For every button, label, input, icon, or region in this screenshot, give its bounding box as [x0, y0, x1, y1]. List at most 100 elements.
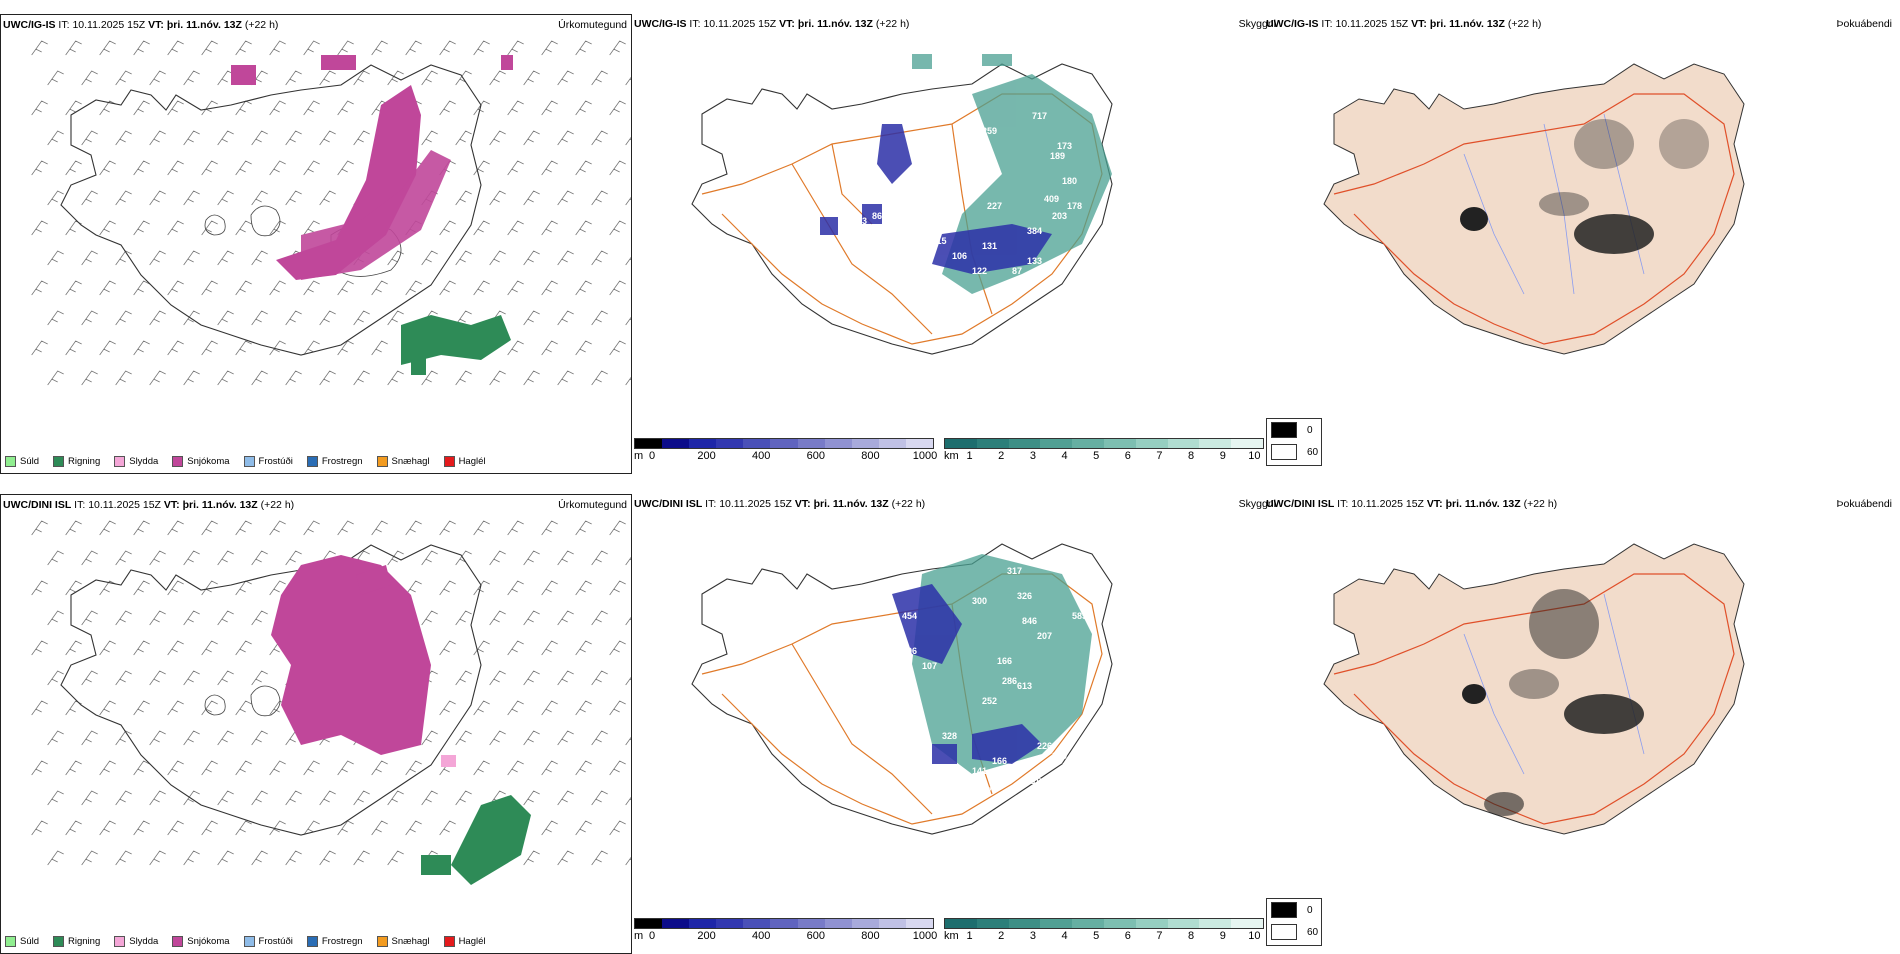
scale-color-step	[1135, 919, 1168, 928]
scale-tick-label: 8	[1188, 930, 1195, 942]
legend-label: Súld	[20, 936, 40, 947]
panel-header: UWC/DINI ISL IT: 10.11.2025 15Z VT: þri.…	[3, 499, 294, 511]
lead-time: (+22 h)	[1523, 498, 1558, 510]
scale-tick-label: 7	[1156, 450, 1163, 462]
vt-label: VT:	[794, 498, 811, 510]
scale-tick-label: 600	[806, 450, 825, 462]
scale-color-step	[770, 439, 798, 448]
scale-unit: m	[634, 450, 644, 462]
scale-color-step	[945, 439, 977, 448]
scale-color-step	[797, 919, 825, 928]
cloud-base-label: 141	[972, 766, 987, 776]
scale-color-step	[1040, 439, 1073, 448]
cloud-map: 259 717 173 180 189 409 178 384 227 133 131 12 17 86 1…	[691, 54, 1113, 355]
fog-key-row: 60	[1267, 921, 1321, 943]
cloud-base-label: 613	[1017, 681, 1032, 691]
cloud-base-label: 107	[922, 661, 937, 671]
fog-key-label: 0	[1307, 424, 1313, 436]
legend-item: Rigning	[53, 456, 100, 467]
scale-color-step	[878, 439, 906, 448]
low-cloud-base	[892, 584, 1042, 764]
scale-color-step	[824, 919, 852, 928]
legend-swatch	[443, 936, 455, 947]
fog-index-key: 0 60	[1266, 418, 1322, 466]
cloud-base-label: 17	[832, 206, 842, 216]
cloud-base-label: 115	[932, 236, 947, 246]
scale-color-step	[689, 439, 717, 448]
cloud-base-label: 259	[982, 126, 997, 136]
cloud-base-label: 307	[977, 786, 992, 796]
scale-color-step	[905, 439, 934, 448]
vt-label: VT:	[163, 499, 180, 511]
fog-key-label: 0	[1307, 904, 1313, 916]
fog-key-row: 0	[1267, 899, 1321, 921]
cloud-base-label: 131	[982, 241, 997, 251]
scale-color-step	[635, 439, 663, 448]
scale-tick-label: 6	[1124, 930, 1131, 942]
scale-color-step	[662, 919, 690, 928]
cloud-base-label: 136	[882, 746, 897, 756]
scale-color-step	[1008, 439, 1041, 448]
fog-map	[1323, 63, 1745, 355]
fog-areas	[1462, 589, 1644, 816]
vt-label: VT:	[779, 18, 795, 30]
rain-areas	[421, 795, 531, 885]
scale-color-step	[1231, 439, 1263, 448]
legend-item: Frostúði	[243, 936, 293, 947]
cloud-panel-row2: UWC/DINI ISL IT: 10.11.2025 15Z VT: þri.…	[632, 494, 1276, 954]
cloud-base-label: 188	[1062, 761, 1077, 771]
height-scale: m 0 200 400 600 800 1000	[634, 438, 937, 463]
legend-item: Snjókoma	[172, 456, 230, 467]
iceland-land	[1323, 543, 1745, 835]
legend-label: Snæhagl	[391, 456, 430, 467]
scale-unit: km	[944, 450, 959, 462]
it-value: 10.11.2025 15Z	[703, 18, 777, 30]
panel-title: Úrkomutegund	[558, 19, 627, 31]
vt-label: VT:	[1411, 18, 1427, 30]
legend-item: Snæhagl	[376, 456, 430, 467]
precip-map	[31, 520, 631, 885]
scale-color-step	[1008, 919, 1041, 928]
scale-tick-label: 4	[1061, 930, 1068, 942]
it-value: 10.11.2025 15Z	[1335, 18, 1409, 30]
cloud-base-label: 96	[907, 646, 917, 656]
cloud-base-label: 173	[1057, 141, 1072, 151]
lead-time: (+22 h)	[244, 19, 279, 31]
precip-legend: Súld Rigning Slydda Snjókoma Frostúði Frostre…	[5, 456, 500, 467]
fog-index-key: 0 60	[1266, 898, 1322, 946]
legend-item: Frostúði	[243, 456, 293, 467]
vt-label: VT:	[1426, 498, 1443, 510]
scale-unit: km	[944, 930, 959, 942]
cloud-base-label: 123	[852, 216, 867, 226]
cloud-cover	[912, 554, 1092, 774]
snow-areas	[231, 55, 513, 280]
panel-header: UWC/DINI ISL IT: 10.11.2025 15Z VT: þri.…	[1266, 498, 1557, 510]
legend-item: Snæhagl	[376, 936, 430, 947]
cloud-base-label: 326	[1017, 591, 1032, 601]
scale-color-step	[1040, 919, 1073, 928]
it-label: IT:	[689, 18, 701, 30]
legend-swatch	[243, 936, 255, 947]
legend-label: Snjókoma	[187, 456, 230, 467]
cloud-base-label: 166	[992, 756, 1007, 766]
cloud-base-label: 180	[1062, 176, 1077, 186]
scale-color-step	[851, 919, 879, 928]
scale-tick-label: 1000	[912, 930, 938, 942]
legend-item: Frostregn	[306, 936, 363, 947]
cloud-base-labels: 259 717 173 180 189 409 178 384 227 133 131 12 17 86 1…	[832, 111, 1082, 301]
scale-tick-label: 600	[806, 930, 825, 942]
height-scale: m 0 200 400 600 800 1000	[634, 918, 938, 943]
fog-key-row: 60	[1267, 441, 1321, 463]
fog-map	[1323, 543, 1745, 835]
legend-item: Slydda	[114, 456, 158, 467]
scale-tick-label: 1	[966, 930, 973, 942]
cloud-base-label: 252	[982, 696, 997, 706]
cloud-base-label: 585	[1072, 611, 1087, 621]
legend-swatch	[243, 456, 255, 467]
roads	[1333, 573, 1735, 825]
cloud-base-label: 384	[1027, 226, 1042, 236]
cloud-base-label: 94	[987, 291, 997, 301]
scale-color-step	[851, 439, 879, 448]
scale-color-step	[1167, 439, 1200, 448]
scale-tick-label: 5	[1093, 450, 1100, 462]
